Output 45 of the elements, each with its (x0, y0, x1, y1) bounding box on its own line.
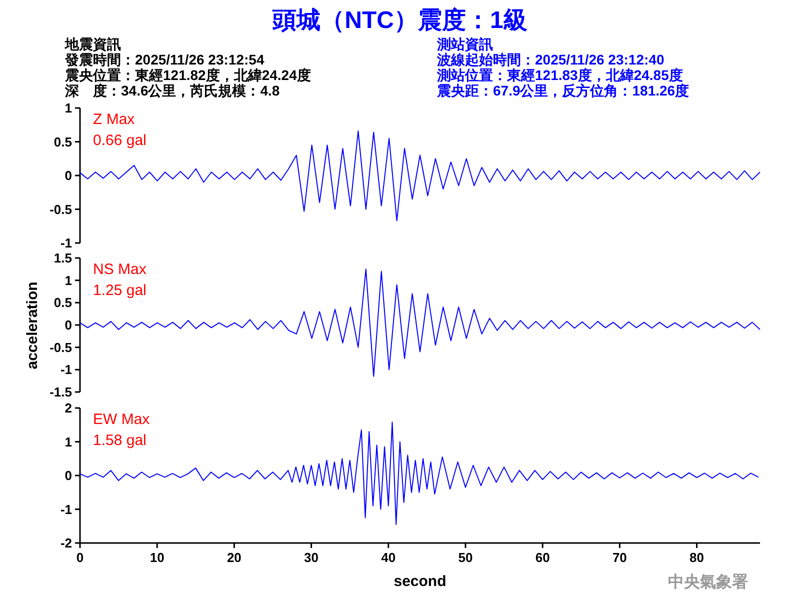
annotation: 1.58 gal (93, 432, 146, 449)
text: 中央氣象署 (668, 573, 748, 591)
x-tick-label: 20 (226, 550, 242, 565)
y-tick-label: 0.5 (54, 295, 72, 310)
chart-title: 頭城（NTC）震度：1級 (272, 7, 528, 34)
x-tick-label: 70 (612, 550, 627, 565)
line-series (80, 130, 760, 222)
text: 地震資訊 (64, 36, 121, 52)
y-tick-label: -0.5 (50, 340, 72, 355)
text: 測站資訊 (436, 36, 493, 52)
y-tick-label: -1 (60, 236, 72, 250)
text: 波線起始時間：2025/11/26 23:12:40 (436, 52, 664, 68)
x-tick-label: 0 (76, 550, 84, 565)
y-axis-title: acceleration (24, 282, 41, 370)
text: 震央位置：東經121.82度，北緯24.24度 (64, 67, 311, 83)
y-tick-label: -1 (60, 362, 72, 378)
text: 測站位置：東經121.83度，北緯24.85度 (436, 67, 683, 83)
y-tick-label: 1 (64, 100, 72, 116)
x-tick-label: 40 (381, 550, 396, 565)
y-tick-label: -2 (60, 536, 72, 550)
annotation: 1.25 gal (93, 282, 146, 299)
y-tick-label: -0.5 (50, 202, 72, 217)
y-tick-label: 2 (64, 400, 72, 416)
annotation: NS Max (93, 261, 147, 278)
annotation: 0.66 gal (93, 132, 146, 149)
y-tick-label: 1 (64, 434, 72, 450)
text: 震央距：67.9公里，反方位角：181.26度 (436, 82, 690, 98)
x-tick-label: 60 (535, 550, 550, 565)
annotation: Z Max (93, 111, 136, 128)
text: 發震時間：2025/11/26 23:12:54 (64, 52, 264, 68)
y-tick-label: -1 (60, 502, 72, 517)
y-tick-label: 0.5 (54, 134, 72, 150)
y-tick-label: 0 (64, 468, 72, 483)
x-tick-label: 30 (304, 550, 319, 565)
annotation: EW Max (93, 411, 150, 428)
y-tick-label: -1.5 (50, 384, 72, 400)
x-axis-title: second (394, 573, 446, 590)
text: 深 度：34.6公里，芮氏規模：4.8 (64, 82, 280, 98)
y-tick-label: 1 (64, 272, 72, 288)
x-tick-label: 80 (690, 550, 704, 565)
x-tick-label: 50 (458, 550, 473, 565)
y-tick-label: 1.5 (54, 250, 72, 266)
x-tick-label: 10 (150, 550, 164, 565)
y-tick-label: 0 (64, 318, 72, 332)
y-tick-label: 0 (64, 168, 72, 183)
